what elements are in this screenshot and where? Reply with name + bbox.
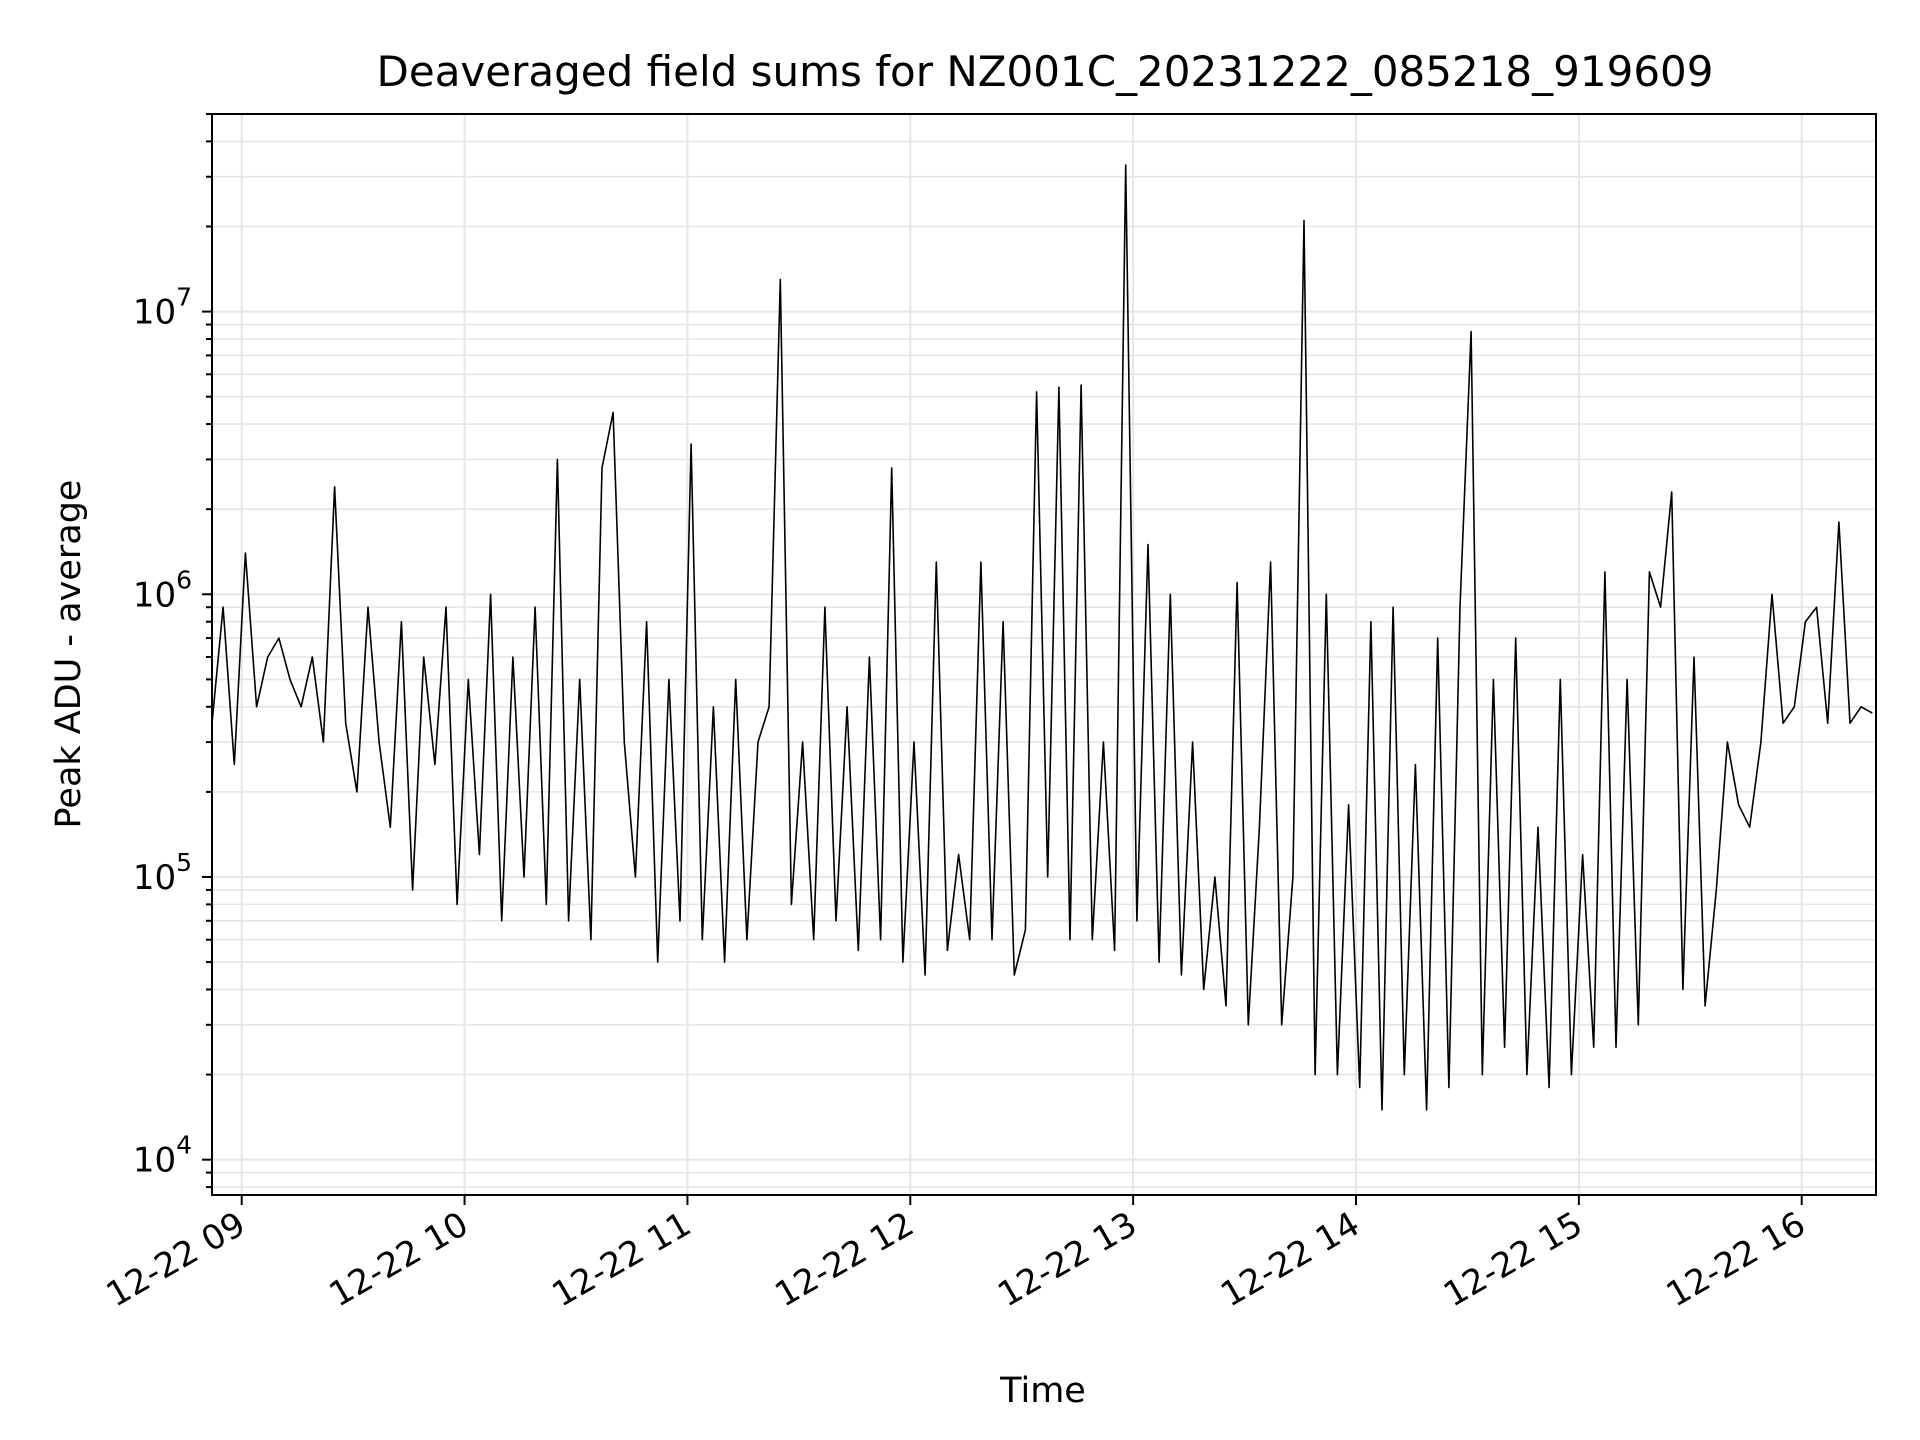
y-tick-label-exponent: 7 [176, 283, 192, 312]
series-layer [211, 164, 1873, 1111]
x-axis-title: Time [999, 1371, 1086, 1411]
y-tick-label-exponent: 5 [176, 848, 192, 877]
y-tick-label-base: 10 [133, 1141, 176, 1181]
y-tick-label: 106 [133, 565, 192, 615]
y-tick-label-exponent: 4 [176, 1131, 192, 1160]
y-tick-label: 104 [133, 1131, 192, 1181]
y-tick-label: 105 [133, 848, 192, 898]
y-tick-label-base: 10 [133, 575, 176, 615]
y-tick-label: 107 [133, 283, 192, 333]
y-axis-title: Peak ADU - average [49, 480, 89, 829]
y-tick-label-exponent: 6 [176, 565, 192, 594]
chart-title: Deaveraged field sums for NZ001C_2023122… [377, 47, 1714, 96]
y-tick-label-base: 10 [133, 858, 176, 898]
series-line [211, 164, 1873, 1111]
y-tick-label-base: 10 [133, 293, 176, 333]
plot-frame [211, 113, 1877, 1196]
